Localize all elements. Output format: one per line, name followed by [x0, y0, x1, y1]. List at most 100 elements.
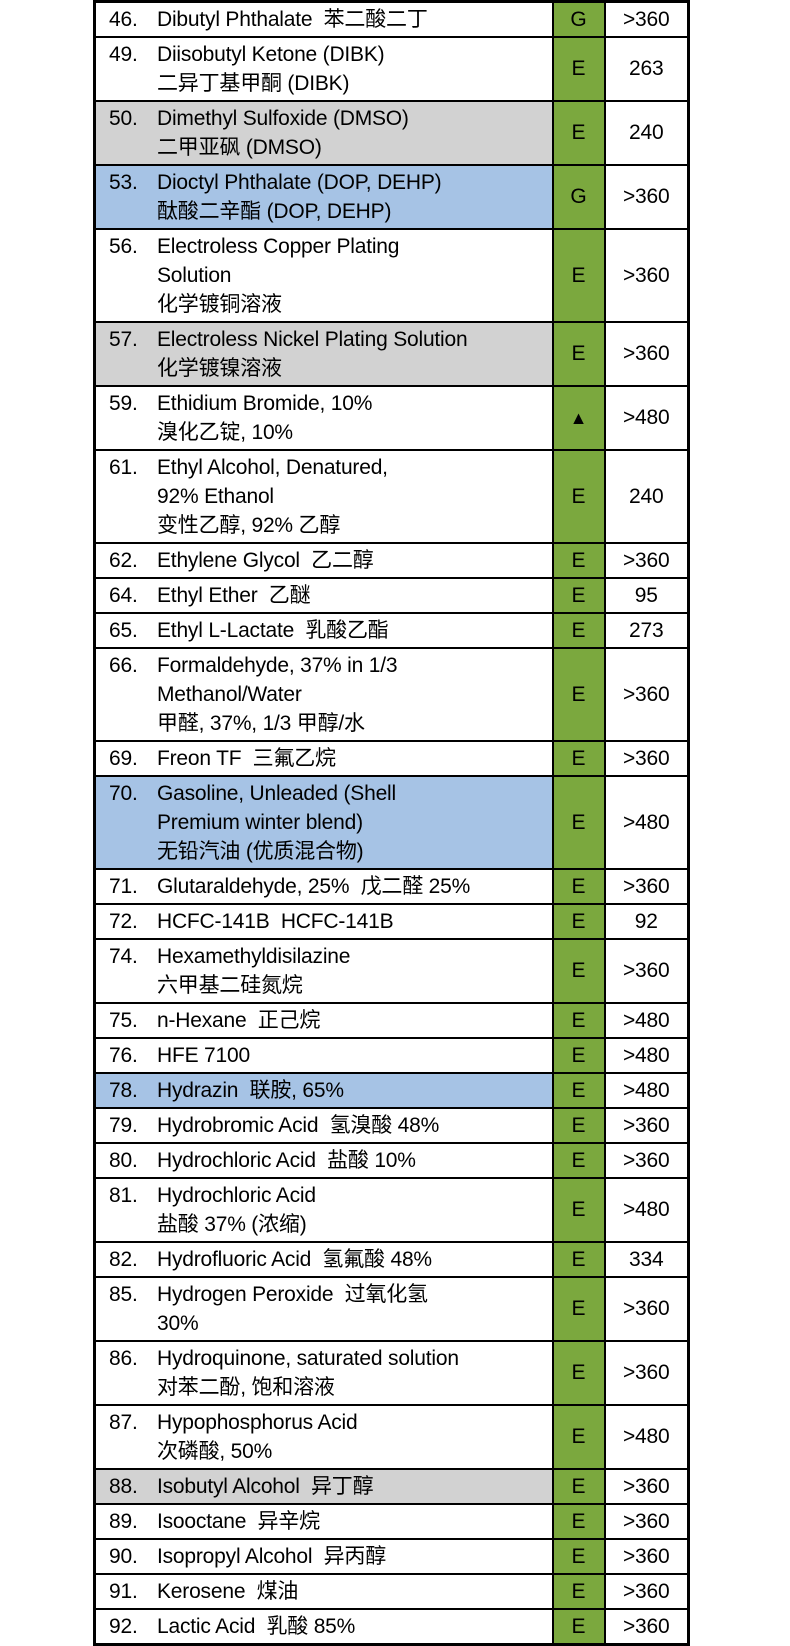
- chemical-name-inner: 82. Hydrofluoric Acid 氢氟酸 48%: [109, 1245, 548, 1274]
- table-row: 78. Hydrazin 联胺, 65% E >480: [93, 1072, 690, 1109]
- row-number: 88.: [109, 1475, 138, 1498]
- chemical-name-inner: 87. Hypophosphorus Acid 次磷酸, 50%: [109, 1408, 548, 1466]
- row-number: 74.: [109, 945, 138, 968]
- chemical-name: HFE 7100: [157, 1041, 250, 1070]
- breakthrough-time-cell: >480: [603, 1037, 690, 1074]
- table-row: 49. Diisobutyl Ketone (DIBK) 二异丁基甲酮 (DIBK…: [93, 36, 690, 102]
- table-row: 90. Isopropyl Alcohol 异丙醇 E >360: [93, 1538, 690, 1575]
- chemical-name-inner: 90. Isopropyl Alcohol 异丙醇: [109, 1542, 548, 1571]
- table-row: 79. Hydrobromic Acid 氢溴酸 48% E >360: [93, 1107, 690, 1144]
- chemical-name: Electroless Nickel Plating Solution 化学镀镍溶…: [157, 325, 468, 383]
- rating-cell: E: [551, 1468, 606, 1505]
- row-number: 87.: [109, 1411, 138, 1434]
- table-row: 86. Hydroquinone, saturated solution 对苯二酚…: [93, 1340, 690, 1406]
- chemical-name-line: Methanol/Water: [157, 683, 302, 706]
- chemical-name-cell: 74. Hexamethyldisilazine 六甲基二硅氮烷: [93, 938, 554, 1004]
- table-row: 91. Kerosene 煤油 E >360: [93, 1573, 690, 1610]
- chemical-name: Dibutyl Phthalate 苯二酸二丁: [157, 5, 428, 34]
- chemical-name-line: HCFC-141B HCFC-141B: [157, 910, 394, 933]
- chemical-name: Hypophosphorus Acid 次磷酸, 50%: [157, 1408, 358, 1466]
- chemical-name-cell: 78. Hydrazin 联胺, 65%: [93, 1072, 554, 1109]
- chemical-name-line: Hydrochloric Acid 盐酸 10%: [157, 1149, 416, 1172]
- chemical-name-cell: 81. Hydrochloric Acid 盐酸 37% (浓缩): [93, 1177, 554, 1243]
- chemical-name-inner: 92. Lactic Acid 乳酸 85%: [109, 1612, 548, 1641]
- chemical-name-line: Premium winter blend): [157, 811, 363, 834]
- breakthrough-time-cell: >360: [603, 1340, 690, 1406]
- chemical-name-inner: 64. Ethyl Ether 乙醚: [109, 581, 548, 610]
- table-row: 80. Hydrochloric Acid 盐酸 10% E >360: [93, 1142, 690, 1179]
- row-number: 53.: [109, 171, 138, 194]
- rating-cell: E: [551, 577, 606, 614]
- chemical-name-line: 盐酸 37% (浓缩): [157, 1213, 307, 1236]
- chemical-name: Hydrochloric Acid 盐酸 10%: [157, 1146, 416, 1175]
- table-row: 82. Hydrofluoric Acid 氢氟酸 48% E 334: [93, 1241, 690, 1278]
- rating-cell: E: [551, 1002, 606, 1039]
- chemical-name: Hydrofluoric Acid 氢氟酸 48%: [157, 1245, 432, 1274]
- chemical-name-cell: 46. Dibutyl Phthalate 苯二酸二丁: [93, 0, 554, 38]
- rating-cell: E: [551, 775, 606, 870]
- chemical-name-cell: 76. HFE 7100: [93, 1037, 554, 1074]
- chemical-name-cell: 75. n-Hexane 正己烷: [93, 1002, 554, 1039]
- chemical-name-line: Freon TF 三氟乙烷: [157, 747, 336, 770]
- row-number: 56.: [109, 235, 138, 258]
- chemical-name: Isobutyl Alcohol 异丁醇: [157, 1472, 374, 1501]
- chemical-name-line: 次磷酸, 50%: [157, 1440, 273, 1463]
- chemical-name: Ethyl Alcohol, Denatured, 92% Ethanol 变性乙醇…: [157, 453, 388, 540]
- row-number: 50.: [109, 107, 138, 130]
- chemical-name-cell: 86. Hydroquinone, saturated solution 对苯二酚…: [93, 1340, 554, 1406]
- row-number: 64.: [109, 584, 138, 607]
- chemical-name-inner: 81. Hydrochloric Acid 盐酸 37% (浓缩): [109, 1181, 548, 1239]
- chemical-name-line: 甲醛, 37%, 1/3 甲醇/水: [157, 712, 365, 735]
- row-number: 65.: [109, 619, 138, 642]
- table-row: 59. Ethidium Bromide, 10% 溴化乙锭, 10% ▲ >48…: [93, 385, 690, 451]
- breakthrough-time-cell: >360: [603, 1538, 690, 1575]
- chemical-name-line: HFE 7100: [157, 1044, 250, 1067]
- chemical-name-line: Ethyl Ether 乙醚: [157, 584, 311, 607]
- rating-cell: E: [551, 100, 606, 166]
- rating-cell: E: [551, 36, 606, 102]
- row-number: 70.: [109, 782, 138, 805]
- table-row: 75. n-Hexane 正己烷 E >480: [93, 1002, 690, 1039]
- rating-cell: E: [551, 868, 606, 905]
- row-number: 85.: [109, 1283, 138, 1306]
- table-row: 57. Electroless Nickel Plating Solution 化…: [93, 321, 690, 387]
- rating-cell: G: [551, 164, 606, 230]
- breakthrough-time-cell: >360: [603, 0, 690, 38]
- breakthrough-time-cell: 95: [603, 577, 690, 614]
- chemical-name: Hexamethyldisilazine 六甲基二硅氮烷: [157, 942, 350, 1000]
- breakthrough-time-cell: >480: [603, 775, 690, 870]
- breakthrough-time-cell: >360: [603, 868, 690, 905]
- chemical-name-line: Hypophosphorus Acid: [157, 1411, 358, 1434]
- chemical-name-inner: 89. Isooctane 异辛烷: [109, 1507, 548, 1536]
- chemical-name-cell: 80. Hydrochloric Acid 盐酸 10%: [93, 1142, 554, 1179]
- table-row: 65. Ethyl L-Lactate 乳酸乙酯 E 273: [93, 612, 690, 649]
- chemical-name-line: Ethyl Alcohol, Denatured,: [157, 456, 388, 479]
- breakthrough-time-cell: >360: [603, 1107, 690, 1144]
- chemical-name-line: Hydrazin 联胺, 65%: [157, 1079, 344, 1102]
- chemical-name-line: Hydrofluoric Acid 氢氟酸 48%: [157, 1248, 432, 1271]
- chemical-name-line: Hydrobromic Acid 氢溴酸 48%: [157, 1114, 440, 1137]
- chemical-name-line: Isobutyl Alcohol 异丁醇: [157, 1475, 374, 1498]
- rating-cell: E: [551, 542, 606, 579]
- chemical-name-cell: 87. Hypophosphorus Acid 次磷酸, 50%: [93, 1404, 554, 1470]
- row-number: 92.: [109, 1615, 138, 1638]
- chemical-name-line: 对苯二酚, 饱和溶液: [157, 1376, 335, 1399]
- rating-cell: E: [551, 903, 606, 940]
- chemical-name: Isooctane 异辛烷: [157, 1507, 320, 1536]
- table-row: 72. HCFC-141B HCFC-141B E 92: [93, 903, 690, 940]
- breakthrough-time-cell: >480: [603, 1002, 690, 1039]
- chemical-name: Hydrobromic Acid 氢溴酸 48%: [157, 1111, 439, 1140]
- chemical-name-cell: 70. Gasoline, Unleaded (Shell Premium win…: [93, 775, 554, 870]
- rating-cell: E: [551, 321, 606, 387]
- chemical-name-line: Ethidium Bromide, 10%: [157, 392, 373, 415]
- breakthrough-time-cell: >360: [603, 1503, 690, 1540]
- chemical-name-inner: 53. Dioctyl Phthalate (DOP, DEHP) 酞酸二辛酯 (…: [109, 168, 548, 226]
- breakthrough-time-cell: >360: [603, 1142, 690, 1179]
- chemical-name-inner: 49. Diisobutyl Ketone (DIBK) 二异丁基甲酮 (DIBK…: [109, 40, 548, 98]
- chemical-name-inner: 50. Dimethyl Sulfoxide (DMSO) 二甲亚砜 (DMSO): [109, 104, 548, 162]
- rating-triangle-icon: ▲: [551, 385, 606, 451]
- chemical-name: Ethidium Bromide, 10% 溴化乙锭, 10%: [157, 389, 372, 447]
- chemical-name-inner: 59. Ethidium Bromide, 10% 溴化乙锭, 10%: [109, 389, 548, 447]
- row-number: 66.: [109, 654, 138, 677]
- table-row: 70. Gasoline, Unleaded (Shell Premium win…: [93, 775, 690, 870]
